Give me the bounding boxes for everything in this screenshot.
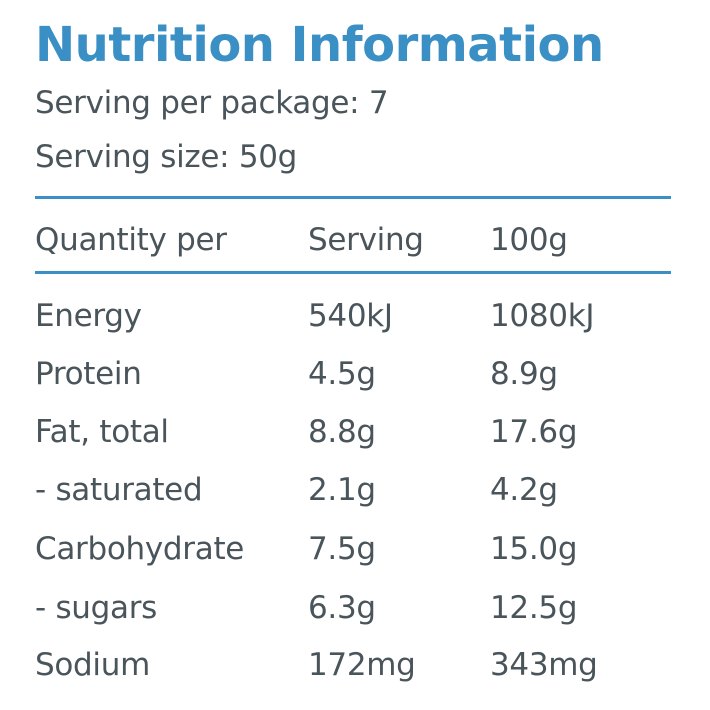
per-serving-value: 4.5g — [308, 356, 376, 392]
table-row-sugars: - sugars 6.3g 12.5g — [0, 586, 710, 630]
nutrient-label: Energy — [35, 298, 142, 334]
column-header-serving: Serving — [308, 222, 424, 258]
per-100g-value: 15.0g — [490, 531, 578, 567]
table-row-sodium: Sodium 172mg 343mg — [0, 643, 710, 687]
per-serving-value: 6.3g — [308, 590, 376, 626]
column-header-100g: 100g — [490, 222, 568, 258]
per-100g-value: 343mg — [490, 647, 598, 683]
nutrient-label: - saturated — [35, 472, 203, 508]
per-serving-value: 7.5g — [308, 531, 376, 567]
per-100g-value: 12.5g — [490, 590, 578, 626]
per-serving-value: 172mg — [308, 647, 416, 683]
nutrient-label: - sugars — [35, 590, 158, 626]
per-serving-value: 8.8g — [308, 414, 376, 450]
nutrient-label: Carbohydrate — [35, 531, 245, 567]
table-row-protein: Protein 4.5g 8.9g — [0, 352, 710, 396]
table-header-row: Quantity per Serving 100g — [0, 218, 710, 262]
per-100g-value: 1080kJ — [490, 298, 595, 334]
per-100g-value: 8.9g — [490, 356, 558, 392]
serving-size: Serving size: 50g — [35, 139, 298, 175]
per-serving-value: 2.1g — [308, 472, 376, 508]
per-serving-value: 540kJ — [308, 298, 393, 334]
table-row-fat-total: Fat, total 8.8g 17.6g — [0, 410, 710, 454]
table-header-divider — [35, 271, 671, 274]
nutrient-label: Sodium — [35, 647, 150, 683]
per-100g-value: 4.2g — [490, 472, 558, 508]
servings-per-package: Serving per package: 7 — [35, 85, 389, 121]
table-top-divider — [35, 196, 671, 199]
nutrient-label: Protein — [35, 356, 142, 392]
table-row-energy: Energy 540kJ 1080kJ — [0, 294, 710, 338]
nutrient-label: Fat, total — [35, 414, 169, 450]
table-row-saturated: - saturated 2.1g 4.2g — [0, 468, 710, 512]
per-100g-value: 17.6g — [490, 414, 578, 450]
column-header-quantity: Quantity per — [35, 222, 227, 258]
table-row-carbohydrate: Carbohydrate 7.5g 15.0g — [0, 527, 710, 571]
page-title: Nutrition Information — [35, 17, 604, 73]
